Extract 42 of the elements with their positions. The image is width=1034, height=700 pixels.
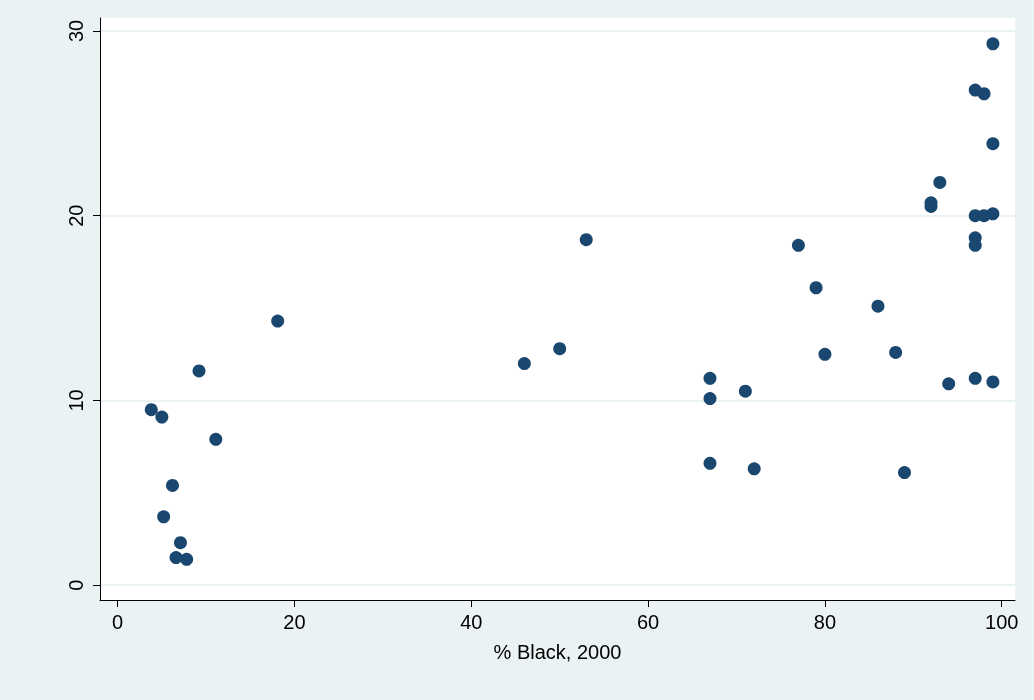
point [192,364,206,378]
y-tick-label: 30 [65,19,87,43]
point [209,432,223,446]
y-tick-label: 20 [65,204,87,227]
point [703,371,717,385]
point [791,238,805,252]
point [173,536,187,550]
x-tick-label: 80 [813,611,837,633]
point [889,345,903,359]
point [809,281,823,295]
point [986,375,1000,389]
point [144,403,158,417]
point [157,510,171,524]
x-axis-title: % Black, 2000 [493,641,622,663]
point [986,137,1000,151]
point [818,347,832,361]
x-tick-label: 0 [112,611,124,633]
point [986,37,1000,51]
point [166,478,179,492]
point [271,314,285,328]
point [703,392,717,406]
point [968,371,982,385]
point [155,410,169,424]
x-tick-label: 40 [460,611,483,633]
x-tick-label: 60 [636,611,660,633]
point [553,342,567,356]
y-tick-label: 10 [65,389,87,412]
point [871,299,885,313]
point [180,552,194,566]
y-tick-label: 0 [65,579,87,591]
point [933,175,947,189]
point [986,207,1000,221]
point [517,357,531,370]
x-tick-label: 100 [985,611,1019,633]
point [898,466,911,480]
point [579,233,593,247]
point [977,87,991,101]
x-tick-label: 20 [283,611,306,633]
point [942,377,956,391]
point [703,456,717,470]
point [747,462,761,476]
point [738,384,752,398]
